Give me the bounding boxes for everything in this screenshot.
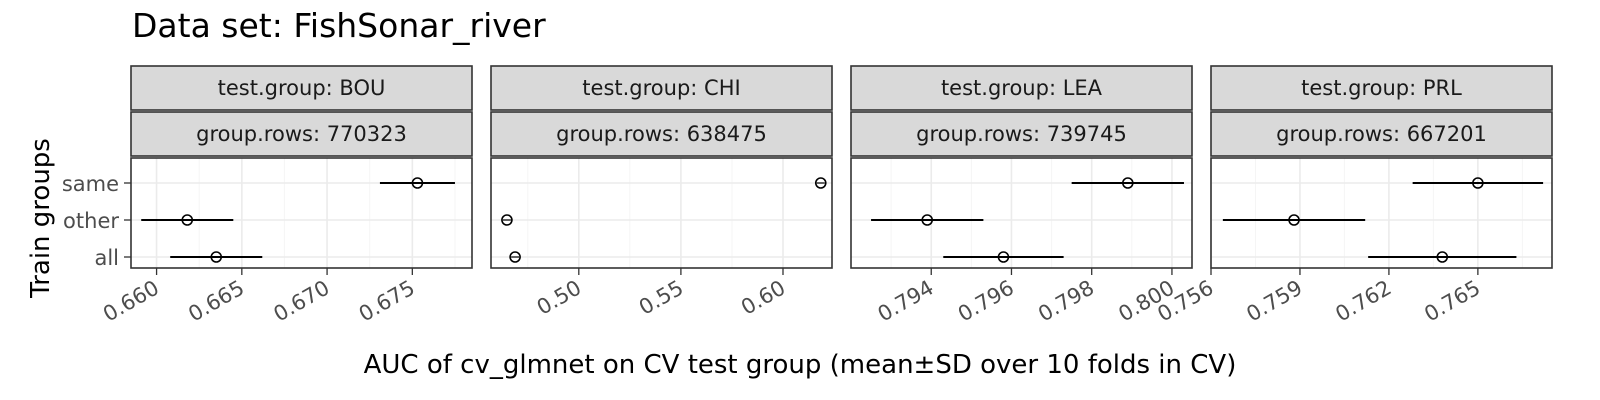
point-same	[814, 177, 827, 189]
panel-border	[130, 157, 473, 269]
y-tick-label-other: other	[63, 209, 119, 233]
x-tick-label: 0.759	[1242, 276, 1306, 327]
point-same	[411, 177, 424, 189]
strip-bottom-label: group.rows: 667201	[1276, 122, 1487, 146]
point-same	[1122, 177, 1134, 189]
strip-top-box	[130, 65, 473, 111]
x-tick-label: 0.660	[99, 276, 163, 327]
y-tick-label-all: all	[94, 246, 119, 270]
point-other	[921, 214, 934, 226]
strip-top-box	[850, 65, 1193, 111]
x-tick-label: 0.60	[737, 276, 790, 320]
panel-border	[850, 157, 1193, 269]
strip-bottom-box	[850, 111, 1193, 157]
strip-bottom-label: group.rows: 770323	[196, 122, 407, 146]
x-tick-label: 0.794	[874, 276, 938, 327]
panel-background	[491, 158, 832, 268]
point-all	[210, 251, 223, 263]
x-tick-label: 0.798	[1034, 276, 1098, 327]
point-all	[997, 251, 1010, 263]
panel-background	[131, 158, 472, 268]
x-tick-label: 0.55	[635, 276, 688, 320]
x-tick-label: 0.796	[954, 276, 1018, 327]
x-axis-label: AUC of cv_glmnet on CV test group (mean±…	[363, 350, 1237, 380]
x-tick-label: 0.675	[355, 276, 419, 327]
point-other	[501, 214, 513, 226]
strip-top-label: test.group: BOU	[218, 76, 386, 100]
chart-title: Data set: FishSonar_river	[132, 6, 546, 45]
point-all	[1436, 251, 1449, 263]
strip-bottom-box	[490, 111, 833, 157]
panel-1: test.group: BOU group.rows: 770323 0.660 0.…	[99, 65, 473, 327]
point-other	[181, 214, 194, 226]
strip-bottom-label: group.rows: 638475	[556, 122, 767, 146]
panel-3: test.group: LEA group.rows: 739745 0.794 0.…	[850, 65, 1193, 327]
panel-background	[851, 158, 1192, 268]
point-other	[1288, 214, 1300, 226]
panel-border	[1210, 157, 1553, 269]
panel-border	[490, 157, 833, 269]
strip-bottom-label: group.rows: 739745	[916, 122, 1127, 146]
strip-top-box	[490, 65, 833, 111]
panel-2: test.group: CHI group.rows: 638475 0.50 0.5…	[490, 65, 833, 320]
strip-bottom-box	[130, 111, 473, 157]
strip-bottom-box	[1210, 111, 1553, 157]
point-same	[1472, 177, 1484, 189]
x-tick-label: 0.765	[1420, 276, 1484, 327]
panel-background	[1211, 158, 1552, 268]
strip-top-label: test.group: CHI	[582, 76, 740, 100]
x-tick-label: 0.762	[1331, 276, 1395, 327]
y-tick-label-same: same	[62, 172, 119, 196]
x-tick-label: 0.50	[533, 276, 586, 320]
point-all	[509, 251, 521, 263]
strip-top-box	[1210, 65, 1553, 111]
x-tick-label: 0.670	[270, 276, 334, 327]
strip-top-label: test.group: PRL	[1301, 76, 1462, 100]
x-tick-label: 0.665	[184, 276, 248, 327]
strip-top-label: test.group: LEA	[941, 76, 1103, 100]
